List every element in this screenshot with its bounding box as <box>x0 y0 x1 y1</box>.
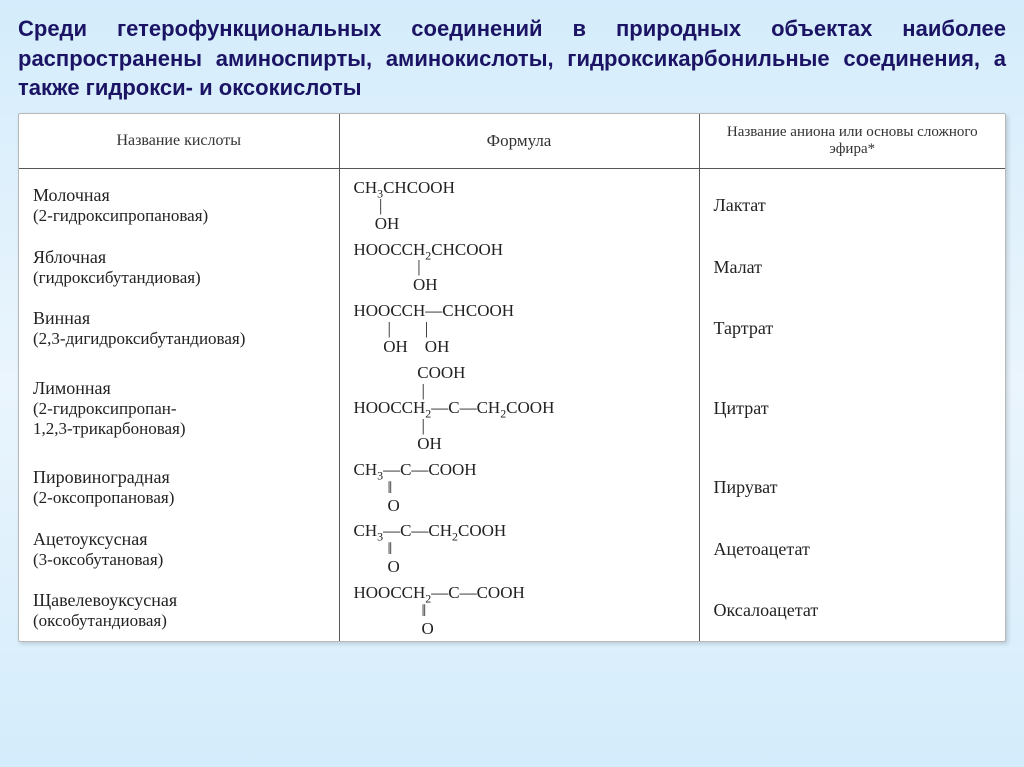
acid-name-cell: Лимонная(2-гидроксипропан- 1,2,3-трикарб… <box>19 360 339 457</box>
acid-name: Молочная <box>33 185 110 205</box>
table-row: Щавелевоуксусная(оксобутандиовая) HOOCCH2… <box>19 580 1005 642</box>
acid-formula-cell: HOOCCH2CHCOOH | OH <box>339 237 699 299</box>
acid-name-cell: Молочная(2-гидроксипропановая) <box>19 169 339 237</box>
acid-anion-cell: Лактат <box>699 169 1005 237</box>
acid-anion-cell: Цитрат <box>699 360 1005 457</box>
table-row: Лимонная(2-гидроксипропан- 1,2,3-трикарб… <box>19 360 1005 457</box>
acid-iupac: (2,3-дигидроксибутандиовая) <box>33 329 329 349</box>
acid-formula-cell: CH3—C—CH2COOH ‖ O <box>339 518 699 580</box>
acid-formula: CH3CHCOOH | OH <box>354 179 689 233</box>
acid-formula: CH3—C—COOH ‖ O <box>354 461 689 515</box>
acid-formula-cell: COOH | HOOCCH2—C—CH2COOH | OH <box>339 360 699 457</box>
acid-anion-cell: Ацетоацетат <box>699 518 1005 580</box>
acid-name: Лимонная <box>33 378 111 398</box>
acid-name-cell: Пировиноградная(2-оксопропановая) <box>19 457 339 519</box>
acid-formula-cell: CH3CHCOOH | OH <box>339 169 699 237</box>
acid-formula-cell: HOOCCH2—C—COOH ‖ O <box>339 580 699 642</box>
acid-formula: HOOCCH—CHCOOH | | OH OH <box>354 302 689 356</box>
acid-name: Щавелевоуксусная <box>33 590 177 610</box>
acid-iupac: (оксобутандиовая) <box>33 611 329 631</box>
table-row: Ацетоуксусная(3-оксобутановая) CH3—C—CH2C… <box>19 518 1005 580</box>
acid-formula: CH3—C—CH2COOH ‖ O <box>354 522 689 576</box>
acid-anion-cell: Пируват <box>699 457 1005 519</box>
acid-anion-cell: Тартрат <box>699 298 1005 360</box>
col-header-anion: Название аниона или основы сложного эфир… <box>699 114 1005 169</box>
acid-formula-cell: HOOCCH—CHCOOH | | OH OH <box>339 298 699 360</box>
acid-formula-cell: CH3—C—COOH ‖ O <box>339 457 699 519</box>
acid-formula: COOH | HOOCCH2—C—CH2COOH | OH <box>354 364 689 453</box>
acid-iupac: (гидроксибутандиовая) <box>33 268 329 288</box>
table-row: Винная(2,3-дигидроксибутандиовая) HOOCCH—… <box>19 298 1005 360</box>
acid-name: Пировиноградная <box>33 467 170 487</box>
table-row: Пировиноградная(2-оксопропановая) CH3—C—C… <box>19 457 1005 519</box>
col-header-formula: Формула <box>339 114 699 169</box>
acid-name-cell: Щавелевоуксусная(оксобутандиовая) <box>19 580 339 642</box>
acids-table-card: Название кислоты Формула Название аниона… <box>18 113 1006 642</box>
table-body: Молочная(2-гидроксипропановая) CH3CHCOOH … <box>19 169 1005 642</box>
acid-name-cell: Винная(2,3-дигидроксибутандиовая) <box>19 298 339 360</box>
table-row: Яблочная(гидроксибутандиовая) HOOCCH2CHCO… <box>19 237 1005 299</box>
page-heading: Среди гетерофункциональных соединений в … <box>18 14 1006 103</box>
acid-name: Ацетоуксусная <box>33 529 148 549</box>
acids-table: Название кислоты Формула Название аниона… <box>19 114 1005 641</box>
acid-anion-cell: Оксалоацетат <box>699 580 1005 642</box>
acid-name-cell: Ацетоуксусная(3-оксобутановая) <box>19 518 339 580</box>
acid-formula: HOOCCH2—C—COOH ‖ O <box>354 584 689 638</box>
col-header-name: Название кислоты <box>19 114 339 169</box>
acid-name: Винная <box>33 308 90 328</box>
acid-iupac: (2-оксопропановая) <box>33 488 329 508</box>
acid-formula: HOOCCH2CHCOOH | OH <box>354 241 689 295</box>
acid-anion-cell: Малат <box>699 237 1005 299</box>
acid-iupac: (3-оксобутановая) <box>33 550 329 570</box>
acid-name-cell: Яблочная(гидроксибутандиовая) <box>19 237 339 299</box>
acid-iupac: (2-гидроксипропан- 1,2,3-трикарбоновая) <box>33 399 329 439</box>
table-row: Молочная(2-гидроксипропановая) CH3CHCOOH … <box>19 169 1005 237</box>
table-header-row: Название кислоты Формула Название аниона… <box>19 114 1005 169</box>
acid-iupac: (2-гидроксипропановая) <box>33 206 329 226</box>
acid-name: Яблочная <box>33 247 106 267</box>
